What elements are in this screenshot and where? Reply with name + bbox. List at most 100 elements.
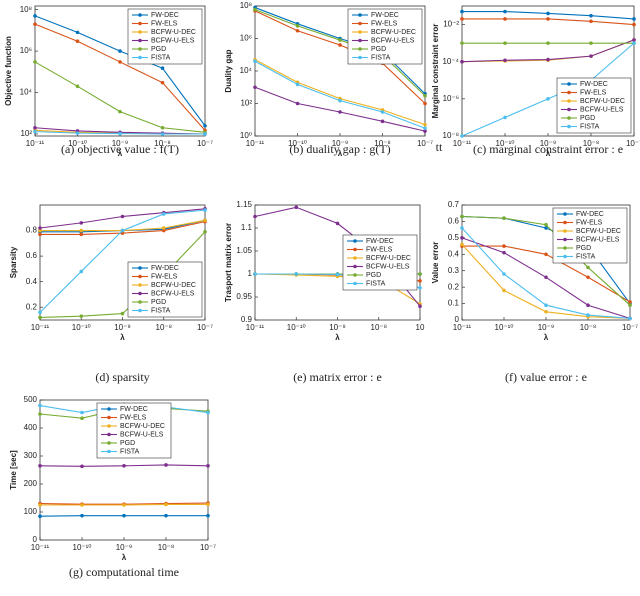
data-point — [118, 109, 122, 114]
legend-box — [347, 8, 423, 65]
legend-label: FW-DEC — [371, 12, 399, 19]
data-point — [80, 513, 84, 518]
subplot: 10⁻¹¹ 10⁻¹⁰ 10⁻⁹ 10⁻⁸ 10⁻⁷ 10⁰ 10² 10⁴ 10⁶ 10⁸ λ Du… — [224, 1, 443, 158]
data-point — [203, 132, 207, 136]
data-point — [79, 228, 84, 233]
x-tick-label: 10 — [416, 323, 425, 332]
series-line — [254, 59, 426, 126]
y-tick-label: 0.6 — [448, 217, 460, 226]
data-point — [338, 98, 342, 103]
data-point — [586, 303, 590, 308]
data-point — [38, 514, 42, 518]
legend-marker — [138, 283, 142, 287]
x-axis-label: λ — [118, 149, 123, 158]
legend-label: BCFW-U-ELS — [371, 37, 415, 44]
legend-label: PGD — [580, 115, 595, 122]
legend-marker — [353, 247, 357, 252]
x-tick-label: 10⁻⁷ — [417, 139, 433, 148]
y-tick-label: 0.1 — [448, 299, 460, 308]
data-point — [80, 503, 84, 507]
legend-marker — [567, 90, 571, 95]
x-tick-label: 10⁻⁸ — [156, 323, 173, 332]
data-point — [38, 403, 42, 408]
data-point — [460, 214, 464, 219]
x-tick-label: 10⁻¹⁰ — [72, 323, 91, 332]
data-point — [589, 19, 593, 24]
data-point — [418, 272, 422, 276]
data-point — [33, 14, 37, 18]
legend-marker — [138, 47, 142, 51]
data-point — [295, 101, 300, 106]
subplot: 10⁻¹¹ 10⁻¹⁰ 10⁻⁹ 10⁻⁸ 10 0.9 0.95 1 1.05 1.1 1.15 λ… — [224, 200, 425, 384]
legend-label: PGD — [120, 440, 135, 447]
data-point — [253, 85, 257, 90]
y-tick-label: 0.95 — [236, 292, 252, 301]
legend-label: FW-DEC — [576, 211, 604, 218]
series-line — [34, 61, 206, 133]
data-point — [628, 316, 632, 321]
x-tick-label: 10⁻⁸ — [374, 139, 391, 148]
legend-label: FW-DEC — [120, 406, 148, 413]
data-point — [38, 464, 42, 468]
data-point — [335, 221, 340, 226]
y-axis-label: Marginal constraint error — [431, 24, 440, 119]
x-tick-label: 10⁻⁸ — [154, 139, 171, 148]
data-point — [164, 463, 168, 467]
x-tick-label: 10⁻⁹ — [114, 323, 131, 332]
x-tick-label: 10⁻⁹ — [540, 139, 557, 148]
y-tick-label: 1.05 — [236, 246, 252, 255]
legend-marker — [353, 281, 357, 286]
y-tick-label: 0.4 — [26, 277, 38, 286]
data-point — [75, 131, 80, 135]
legend-label: BCFW-U-ELS — [120, 431, 164, 438]
legend-marker — [107, 424, 111, 428]
legend-label: FW-DEC — [151, 12, 179, 19]
data-point — [338, 43, 342, 47]
data-point — [460, 134, 464, 138]
data-point — [418, 304, 422, 309]
legend-marker — [563, 254, 567, 259]
data-point — [586, 313, 590, 317]
legend-label: BCFW-U-DEC — [120, 423, 165, 430]
legend-label: BCFW-U-DEC — [371, 29, 416, 36]
legend-box — [127, 261, 203, 318]
data-point — [544, 222, 548, 227]
legend-marker — [567, 124, 571, 129]
y-tick-label: 1 — [248, 269, 253, 278]
data-point — [206, 410, 210, 415]
legend-marker — [358, 38, 362, 43]
x-tick-label: 10⁻⁷ — [626, 139, 640, 148]
data-point — [33, 125, 37, 130]
y-tick-label: 0.2 — [26, 302, 38, 311]
data-point — [628, 303, 632, 308]
annotation: tt — [436, 140, 443, 154]
y-tick-label: 200 — [24, 479, 38, 488]
legend-label: FW-DEC — [366, 238, 394, 245]
data-point — [589, 54, 593, 58]
subplot: 10⁻¹¹ 10⁻¹⁰ 10⁻⁹ 10⁻⁸ 10⁻⁷ 0 0.1 0.2 0.3 0.4 0.5 0.… — [431, 200, 638, 384]
data-point — [206, 513, 210, 518]
data-point — [206, 464, 210, 468]
y-tick-label: 300 — [24, 451, 38, 460]
x-axis-label: λ — [335, 333, 340, 342]
x-tick-label: 10⁻¹⁰ — [495, 323, 514, 332]
legend-label: BCFW-U-DEC — [366, 255, 411, 262]
data-point — [418, 279, 422, 283]
caption: (a) objective value : f(T) — [61, 142, 179, 156]
y-tick-label: 10⁻⁶ — [443, 94, 459, 103]
data-point — [120, 311, 125, 316]
data-point — [502, 244, 506, 248]
data-point — [546, 97, 550, 101]
x-axis-label: λ — [122, 553, 127, 562]
y-tick-label: 100 — [24, 507, 38, 516]
x-tick-label: 10⁻⁹ — [332, 139, 349, 148]
y-tick-label: 10⁸ — [20, 5, 32, 14]
x-tick-label: 10⁻⁹ — [329, 323, 346, 332]
caption: (g) computational time — [69, 565, 179, 579]
data-point — [589, 41, 593, 45]
data-point — [503, 115, 507, 120]
